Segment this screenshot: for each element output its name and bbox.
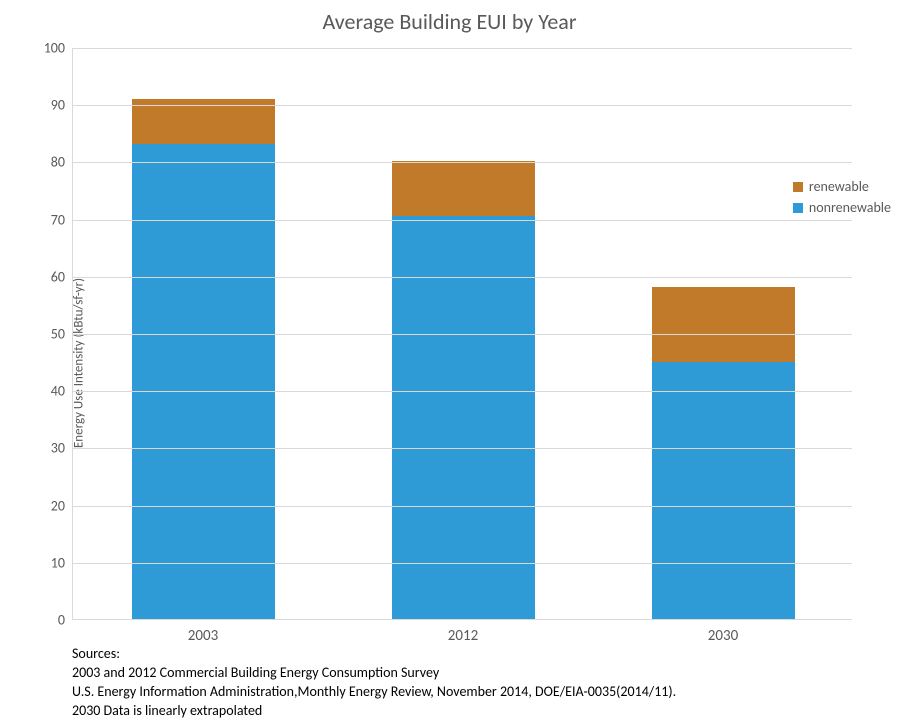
sources-line: 2030 Data is linearly extrapolated <box>72 702 676 721</box>
y-tick-label: 10 <box>51 554 73 571</box>
legend-swatch <box>793 203 803 213</box>
gridline <box>73 506 852 507</box>
y-tick-label: 100 <box>44 40 73 57</box>
sources-block: Sources: 2003 and 2012 Commercial Buildi… <box>72 645 676 721</box>
x-tick-label: 2003 <box>188 619 218 645</box>
legend: renewable nonrenewable <box>793 178 891 220</box>
y-tick-label: 40 <box>51 383 73 400</box>
gridline <box>73 334 852 335</box>
y-tick-label: 90 <box>51 97 73 114</box>
y-tick-label: 20 <box>51 497 73 514</box>
sources-line: U.S. Energy Information Administration,M… <box>72 683 676 702</box>
y-tick-label: 0 <box>58 612 73 629</box>
legend-label: nonrenewable <box>809 199 891 216</box>
sources-line: 2003 and 2012 Commercial Building Energy… <box>72 664 676 683</box>
gridline <box>73 162 852 163</box>
y-tick-label: 80 <box>51 154 73 171</box>
sources-heading: Sources: <box>72 645 676 664</box>
gridline <box>73 448 852 449</box>
chart-container: Average Building EUI by Year Energy Use … <box>0 0 899 726</box>
y-tick-label: 60 <box>51 268 73 285</box>
bar-group <box>652 287 795 619</box>
bar-segment-renewable <box>652 287 795 361</box>
gridline <box>73 563 852 564</box>
gridline <box>73 48 852 49</box>
plot-area: 0102030405060708090100200320122030 <box>72 48 852 620</box>
chart-title: Average Building EUI by Year <box>0 8 899 35</box>
gridline <box>73 105 852 106</box>
bar-group <box>132 98 275 619</box>
bar-segment-nonrenewable <box>652 362 795 619</box>
gridline <box>73 277 852 278</box>
gridline <box>73 220 852 221</box>
legend-swatch <box>793 182 803 192</box>
gridline <box>73 391 852 392</box>
x-tick-label: 2030 <box>708 619 738 645</box>
y-tick-label: 70 <box>51 211 73 228</box>
bar-segment-renewable <box>392 161 535 215</box>
y-tick-label: 50 <box>51 326 73 343</box>
legend-item: renewable <box>793 178 891 195</box>
y-tick-label: 30 <box>51 440 73 457</box>
x-tick-label: 2012 <box>448 619 478 645</box>
legend-item: nonrenewable <box>793 199 891 216</box>
legend-label: renewable <box>809 178 869 195</box>
bar-segment-nonrenewable <box>132 144 275 619</box>
